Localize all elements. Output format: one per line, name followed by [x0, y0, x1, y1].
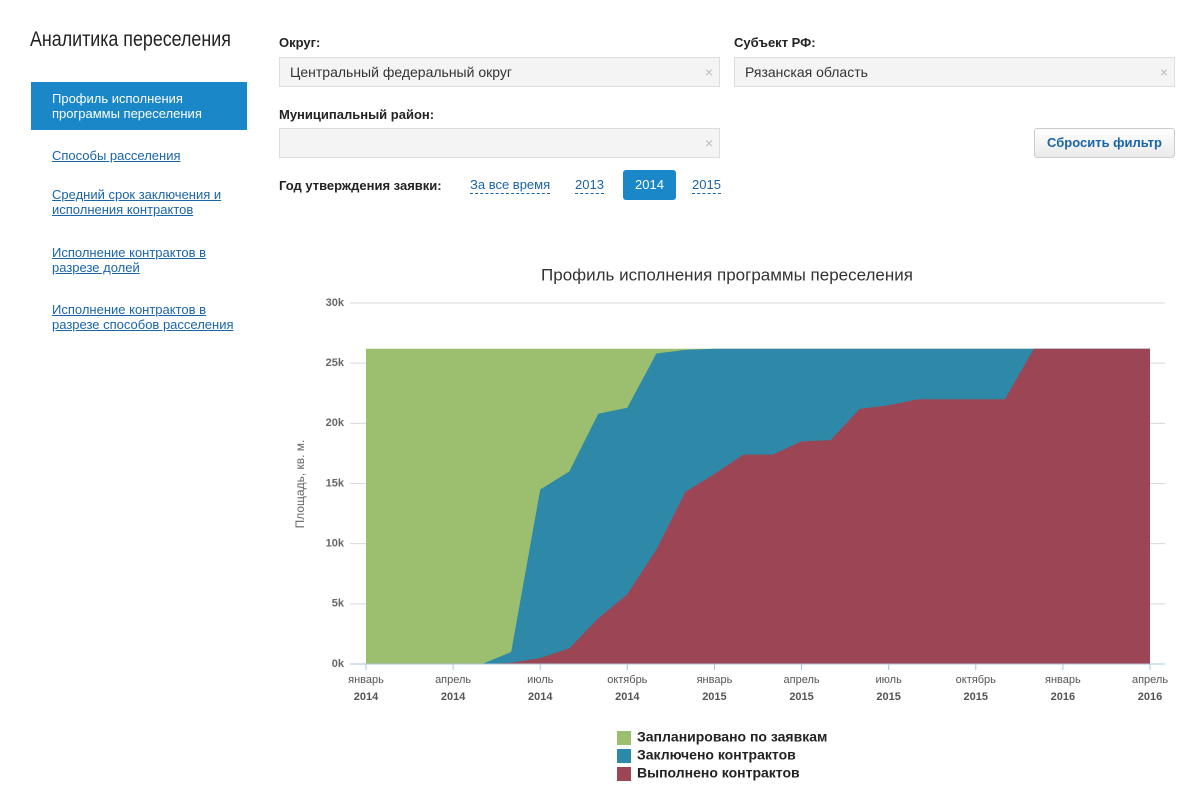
x-tick-label: январь 2014 — [348, 674, 384, 703]
legend-swatch — [617, 731, 631, 745]
clear-icon[interactable]: × — [704, 135, 713, 151]
y-tick-label: 10k — [326, 538, 345, 550]
x-tick-label: январь 2016 — [1045, 674, 1081, 703]
legend-swatch — [617, 767, 631, 781]
y-axis-label: Площадь, кв. м. — [293, 440, 307, 529]
select[interactable]: Рязанская область × — [734, 57, 1175, 87]
chart-title: Профиль исполнения программы переселения — [541, 265, 913, 284]
legend-label: Заключено контрактов — [637, 747, 796, 763]
reset-button[interactable]: Сбросить фильтр — [1034, 128, 1175, 158]
y-tick-label: 0k — [332, 658, 345, 670]
menu-item[interactable]: Способы расселения — [52, 148, 181, 163]
filter-label: Субъект РФ: — [734, 35, 816, 50]
year-option[interactable]: 2015 — [692, 177, 721, 194]
menu-item[interactable]: Исполнение контрактов в разрезе способов… — [52, 302, 234, 332]
legend-label: Выполнено контрактов — [637, 765, 800, 781]
legend-swatch — [617, 749, 631, 763]
x-tick-label: апрель 2015 — [784, 674, 820, 703]
year-option[interactable]: За все время — [470, 177, 551, 194]
y-tick-label: 25k — [326, 357, 345, 369]
filter-label: Муниципальный район: — [279, 107, 435, 122]
x-tick-label: июль 2014 — [527, 674, 554, 703]
x-tick-label: октябрь 2014 — [607, 674, 647, 703]
y-tick-label: 15k — [326, 477, 345, 489]
clear-icon[interactable]: × — [704, 64, 713, 80]
x-tick-label: январь 2015 — [697, 674, 733, 703]
select-value: Рязанская область — [745, 64, 868, 80]
year-option[interactable]: 2014 — [623, 170, 676, 200]
select[interactable]: × — [279, 128, 720, 158]
x-tick-label: октябрь 2015 — [956, 674, 996, 703]
year-label: Год утверждения заявки: — [279, 178, 442, 193]
y-tick-label: 5k — [332, 598, 345, 610]
legend-label: Запланировано по заявкам — [637, 729, 827, 745]
area — [366, 348, 1150, 664]
x-tick-label: апрель 2014 — [435, 674, 471, 703]
y-tick-label: 30k — [326, 297, 345, 309]
menu-item[interactable]: Профиль исполнения программы переселения — [31, 82, 247, 130]
y-tick-label: 20k — [326, 417, 345, 429]
x-tick-label: июль 2015 — [876, 674, 903, 703]
x-tick-label: апрель 2016 — [1132, 674, 1168, 703]
sidebar-title: Аналитика переселения — [30, 28, 231, 51]
menu-item[interactable]: Средний срок заключения и исполнения кон… — [52, 187, 222, 217]
clear-icon[interactable]: × — [1159, 64, 1168, 80]
year-option[interactable]: 2013 — [575, 177, 604, 194]
select[interactable]: Центральный федеральный округ × — [279, 57, 720, 87]
menu-item[interactable]: Исполнение контрактов в разрезе долей — [52, 245, 207, 275]
select-value: Центральный федеральный округ — [290, 64, 512, 80]
filter-label: Округ: — [279, 35, 321, 50]
